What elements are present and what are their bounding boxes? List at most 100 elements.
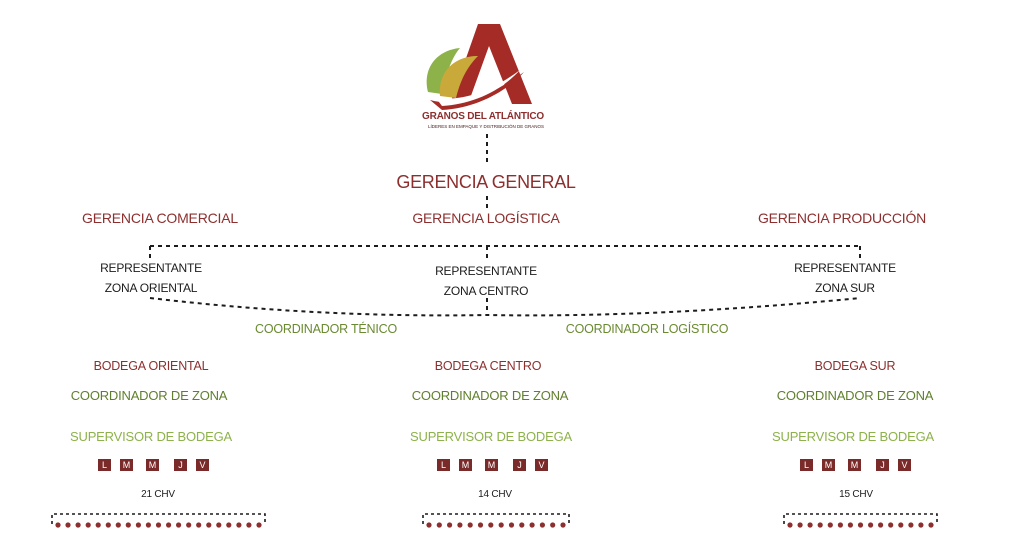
- day-badge: M: [848, 459, 861, 471]
- vehicle-dot: [857, 522, 864, 528]
- vehicle-dot: [196, 522, 202, 528]
- vehicle-dot: [847, 522, 854, 528]
- vehicle-dot: [827, 522, 833, 528]
- coordinators-arc-connector: [149, 297, 861, 317]
- vehicle-dot: [226, 522, 232, 528]
- technical-coordinator-title: COORDINADOR TÉNICO: [254, 322, 398, 336]
- warehouse-name: BODEGA CENTRO: [434, 359, 542, 373]
- logo-mark-icon: [426, 24, 532, 110]
- warehouse-name: BODEGA SUR: [814, 359, 896, 373]
- vehicle-dot: [436, 522, 442, 528]
- vehicle-dot: [498, 522, 504, 528]
- vehicle-dot: [807, 522, 813, 528]
- day-badge: M: [485, 459, 498, 471]
- vehicle-dot: [560, 522, 566, 528]
- vehicle-dot: [837, 522, 844, 528]
- vehicle-dot: [898, 522, 904, 528]
- vehicle-dot: [868, 522, 874, 528]
- vehicle-group-bracket: [783, 513, 938, 524]
- logistics-coordinator-title: COORDINADOR LOGÍSTICO: [565, 322, 729, 336]
- east-representative-line1: REPRESENTANTE: [100, 261, 202, 275]
- day-badge: V: [535, 459, 548, 471]
- center-representative-line1: REPRESENTANTE: [435, 264, 537, 278]
- vehicle-dot: [817, 522, 823, 528]
- day-badge: J: [174, 459, 187, 471]
- day-badge: L: [437, 459, 450, 471]
- vehicle-count: 15 CHV: [839, 489, 873, 500]
- commercial-manager-title: GERENCIA COMERCIAL: [82, 210, 238, 226]
- vehicle-dot: [155, 522, 162, 528]
- vehicle-dot: [888, 522, 894, 528]
- day-badge: J: [513, 459, 526, 471]
- vehicle-dot: [447, 522, 453, 528]
- vehicle-dot: [206, 522, 212, 528]
- warehouse-supervisor: SUPERVISOR DE BODEGA: [772, 429, 934, 444]
- day-badge: M: [120, 459, 133, 471]
- vehicle-dot: [878, 522, 884, 528]
- logo-brand-text: GRANOS DEL ATLÁNTICO: [422, 111, 544, 122]
- vehicle-dot: [125, 522, 131, 528]
- day-badge: M: [459, 459, 472, 471]
- zone-coordinator: COORDINADOR DE ZONA: [70, 388, 228, 403]
- vehicle-dot: [135, 522, 141, 528]
- vehicle-dot: [85, 522, 91, 528]
- vehicle-dot: [256, 522, 262, 528]
- vehicle-dot: [477, 522, 484, 528]
- day-badge: V: [898, 459, 911, 471]
- vehicle-dot: [216, 522, 222, 528]
- vehicle-dot: [797, 522, 803, 528]
- vehicle-dot: [236, 522, 242, 528]
- logistics-manager-title: GERENCIA LOGÍSTICA: [412, 210, 560, 226]
- vehicle-dot: [467, 522, 473, 528]
- vehicle-dot: [75, 522, 81, 528]
- center-representative-line2: ZONA CENTRO: [443, 284, 529, 298]
- vehicle-dot: [426, 522, 432, 528]
- warehouse-supervisor: SUPERVISOR DE BODEGA: [70, 429, 232, 444]
- company-logo: GRANOS DEL ATLÁNTICO LÍDERES EN EMPAQUE …: [420, 22, 555, 134]
- vehicle-dot: [166, 522, 172, 528]
- zone-coordinator: COORDINADOR DE ZONA: [776, 388, 934, 403]
- vehicle-dot: [95, 522, 101, 528]
- vehicle-dot: [519, 522, 525, 528]
- vehicle-group-bracket: [51, 513, 266, 524]
- vehicle-dot: [65, 522, 71, 528]
- vehicle-dot: [115, 522, 121, 528]
- vehicle-count: 21 CHV: [141, 489, 175, 500]
- south-representative-line1: REPRESENTANTE: [794, 261, 896, 275]
- vehicle-group-bracket: [422, 513, 570, 524]
- east-representative: REPRESENTANTE ZONA ORIENTAL: [100, 258, 202, 298]
- vehicle-dot: [550, 522, 556, 528]
- zone-coordinator: COORDINADOR DE ZONA: [411, 388, 569, 403]
- vehicle-dot: [457, 522, 463, 528]
- east-representative-line2: ZONA ORIENTAL: [104, 281, 198, 295]
- production-manager-title: GERENCIA PRODUCCIÓN: [757, 210, 927, 226]
- vehicle-dot: [928, 522, 934, 528]
- vehicle-dot: [488, 522, 494, 528]
- vehicle-dot: [145, 522, 151, 528]
- vehicle-dot: [176, 522, 182, 528]
- day-badge: M: [146, 459, 159, 471]
- vehicle-dot: [529, 522, 535, 528]
- vehicle-dot: [539, 522, 546, 528]
- vehicle-dot: [105, 522, 111, 528]
- day-badge: V: [196, 459, 209, 471]
- vehicle-dot: [55, 522, 61, 528]
- vehicle-dot: [787, 522, 793, 528]
- logo-tagline-text: LÍDERES EN EMPAQUE Y DISTRIBUCIÓN DE GRA…: [428, 124, 545, 129]
- vehicle-dot: [508, 522, 515, 528]
- day-badge: J: [876, 459, 889, 471]
- vehicle-dot: [908, 522, 914, 528]
- south-representative: REPRESENTANTE ZONA SUR: [794, 258, 896, 298]
- warehouse-name: BODEGA ORIENTAL: [93, 359, 209, 373]
- center-representative: REPRESENTANTE ZONA CENTRO: [435, 261, 537, 301]
- day-badge: M: [822, 459, 835, 471]
- vehicle-dot: [246, 522, 252, 528]
- south-representative-line2: ZONA SUR: [815, 281, 875, 295]
- vehicle-dot: [186, 522, 192, 528]
- warehouse-supervisor: SUPERVISOR DE BODEGA: [410, 429, 572, 444]
- vehicle-dot: [918, 522, 924, 528]
- day-badge: L: [98, 459, 111, 471]
- day-badge: L: [800, 459, 813, 471]
